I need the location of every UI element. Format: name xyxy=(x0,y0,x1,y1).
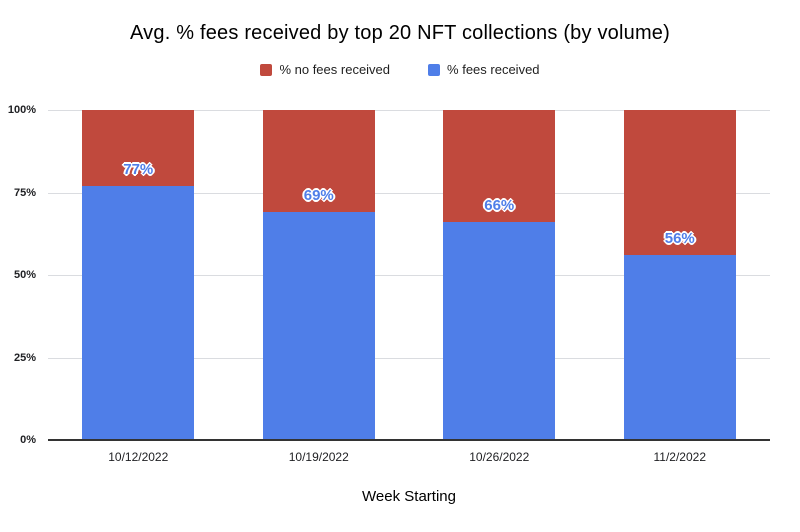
x-axis-title: Week Starting xyxy=(362,488,456,505)
legend-swatch-no-fees xyxy=(260,63,273,76)
x-axis: 10/12/2022 10/19/2022 10/26/2022 11/2/2022 xyxy=(48,450,770,464)
bar-segment-fees xyxy=(623,255,736,440)
stacked-bar: 56% xyxy=(623,110,736,440)
bar-segment-no-fees xyxy=(623,110,736,256)
x-tick-label: 10/19/2022 xyxy=(288,450,349,464)
bar-slot: 66% xyxy=(409,110,590,440)
y-tick-label: 75% xyxy=(13,186,36,199)
x-tick-label: 10/26/2022 xyxy=(469,450,530,464)
chart-title: Avg. % fees received by top 20 NFT colle… xyxy=(130,22,670,44)
bar-segment-fees xyxy=(443,222,556,440)
x-axis-line xyxy=(48,439,770,441)
bar-segment-fees xyxy=(262,212,375,440)
bar-segment-no-fees xyxy=(82,110,195,186)
legend-item-fees: % fees received xyxy=(428,62,540,77)
bar-slot: 77% xyxy=(48,110,229,440)
legend-label-no-fees: % no fees received xyxy=(279,62,391,77)
bar-slot: 69% xyxy=(229,110,410,440)
stacked-bar: 69% xyxy=(262,110,375,440)
bar-segment-no-fees xyxy=(262,110,375,213)
x-tick-label: 11/2/2022 xyxy=(653,450,707,464)
y-axis: 0% 25% 50% 75% 100% xyxy=(0,104,44,446)
plot-area: 77% 69% 66% 56% xyxy=(48,110,771,441)
legend-swatch-fees xyxy=(428,63,441,76)
bar-data-label: 77% xyxy=(123,160,154,178)
y-tick-label: 50% xyxy=(13,269,36,281)
bar-data-label: 56% xyxy=(664,230,695,248)
gridline xyxy=(48,275,770,276)
y-tick-label: 0% xyxy=(20,434,36,446)
stacked-bar: 66% xyxy=(443,110,556,440)
bar-data-label: 69% xyxy=(303,187,334,205)
bar-slot: 56% xyxy=(590,110,771,440)
legend-item-no-fees: % no fees received xyxy=(260,62,390,77)
x-tick-label: 10/12/2022 xyxy=(108,450,169,464)
legend-label-fees: % fees received xyxy=(447,62,540,77)
gridline xyxy=(48,110,770,111)
gridline xyxy=(48,192,770,194)
plot-row: 0% 25% 50% 75% 100% 77% 69% 66% 56% xyxy=(0,104,771,446)
chart-legend: % no fees received % fees received xyxy=(0,62,800,77)
bar-segment-no-fees xyxy=(443,110,556,223)
gridline xyxy=(48,357,770,359)
stacked-bar: 77% xyxy=(82,110,195,440)
bar-data-label: 66% xyxy=(484,197,515,215)
y-tick-label: 25% xyxy=(13,351,36,364)
bar-segment-fees xyxy=(82,185,195,440)
y-tick-label: 100% xyxy=(7,104,36,116)
